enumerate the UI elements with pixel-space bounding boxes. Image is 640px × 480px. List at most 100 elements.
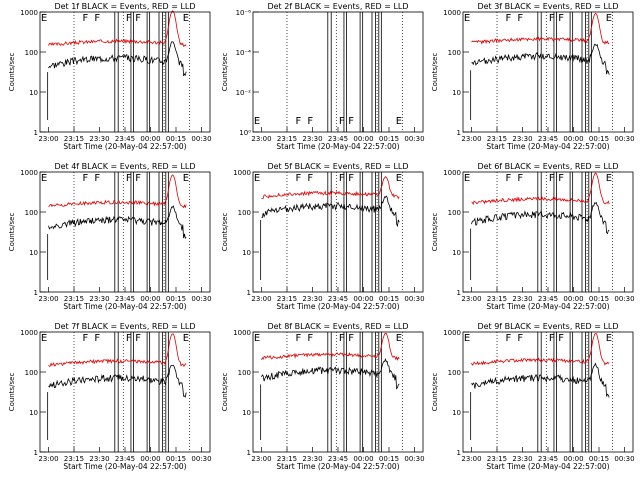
interval-letter: F [94, 173, 100, 184]
plot-frame [252, 11, 424, 133]
x-tick-label: 23:00 [461, 135, 481, 143]
interval-letter: E [254, 116, 260, 127]
plot-frame [252, 331, 424, 453]
y-tick-label: 1 [34, 289, 38, 297]
interval-letter: E [41, 333, 47, 344]
x-tick-label: 23:30 [302, 135, 322, 143]
interval-letter: F [135, 13, 141, 24]
y-tick-label: 1000 [233, 329, 251, 337]
interval-letter: F [549, 333, 555, 344]
y-tick-label: 10 [452, 249, 461, 257]
y-axis-label: Counts/sec [221, 53, 229, 92]
interval-letter: F [94, 13, 100, 24]
x-axis-label: Start Time (20-May-04 22:57:00) [486, 142, 609, 151]
chart-title: Det 8f BLACK = Events, RED = LLD [267, 322, 408, 331]
y-tick-label: 100 [448, 49, 461, 57]
interval-letter: F [339, 173, 345, 184]
y-tick-label: 10 [452, 409, 461, 417]
series-lld-line [471, 172, 610, 206]
y-axis-label: Counts/sec [431, 53, 439, 92]
x-tick-label: 00:30 [404, 455, 424, 463]
x-axis-label: Start Time (20-May-04 22:57:00) [63, 462, 186, 471]
y-tick-label: 1000 [20, 9, 38, 17]
x-tick-label: 23:15 [277, 295, 297, 303]
interval-letter: F [506, 173, 512, 184]
y-tick-label: 1000 [233, 169, 251, 177]
x-tick-label: 23:30 [302, 295, 322, 303]
series-events-line [471, 43, 610, 75]
y-tick-label: 10⁻⁴ [236, 49, 252, 57]
x-tick-label: 23:45 [115, 455, 135, 463]
series-lld-line [471, 333, 610, 366]
series-events-line [48, 41, 187, 77]
y-tick-label: 100 [25, 369, 38, 377]
x-tick-label: 00:00 [140, 135, 160, 143]
plot-frame [462, 331, 634, 453]
interval-letter: F [83, 333, 89, 344]
series-events-line [261, 195, 400, 228]
interval-letter: F [517, 13, 523, 24]
x-tick-label: 23:30 [512, 455, 532, 463]
x-tick-label: 00:30 [614, 135, 634, 143]
interval-letter: F [83, 173, 89, 184]
interval-letter: E [183, 13, 189, 24]
x-tick-label: 23:30 [512, 135, 532, 143]
interval-letter: E [41, 13, 47, 24]
interval-letter: F [307, 173, 313, 184]
y-tick-label: 1 [457, 129, 461, 137]
x-tick-label: 23:45 [328, 455, 348, 463]
x-tick-label: 23:30 [89, 455, 109, 463]
y-tick-label: 1000 [20, 169, 38, 177]
x-tick-label: 00:30 [614, 295, 634, 303]
x-axis-label: Start Time (20-May-04 22:57:00) [486, 302, 609, 311]
x-tick-label: 23:45 [115, 135, 135, 143]
x-axis-label: Start Time (20-May-04 22:57:00) [276, 462, 399, 471]
interval-letter: F [517, 333, 523, 344]
series-events-line [471, 362, 610, 398]
interval-letter: F [339, 116, 345, 127]
x-tick-label: 23:45 [538, 135, 558, 143]
x-tick-label: 23:15 [487, 135, 507, 143]
interval-letter: F [296, 116, 302, 127]
x-tick-label: 00:30 [191, 135, 211, 143]
x-tick-label: 23:45 [115, 295, 135, 303]
interval-letter: F [83, 13, 89, 24]
x-tick-label: 23:15 [64, 455, 84, 463]
y-tick-label: 100 [25, 49, 38, 57]
x-tick-label: 23:00 [251, 455, 271, 463]
plot-frame [39, 171, 211, 293]
interval-letter: E [606, 173, 612, 184]
interval-letter: F [135, 333, 141, 344]
y-tick-label: 100 [25, 209, 38, 217]
x-axis-label: Start Time (20-May-04 22:57:00) [276, 302, 399, 311]
interval-letter: E [254, 173, 260, 184]
x-tick-label: 23:30 [302, 455, 322, 463]
chart-title: Det 9f BLACK = Events, RED = LLD [477, 322, 618, 331]
interval-letter: E [464, 13, 470, 24]
x-tick-label: 23:00 [461, 455, 481, 463]
interval-letter: F [348, 333, 354, 344]
interval-letter: E [464, 333, 470, 344]
interval-letter: F [558, 13, 564, 24]
interval-letter: E [396, 173, 402, 184]
x-axis-label: Start Time (20-May-04 22:57:00) [63, 302, 186, 311]
x-tick-label: 23:45 [328, 135, 348, 143]
series-events-line [48, 205, 187, 239]
chart-title: Det 5f BLACK = Events, RED = LLD [267, 162, 408, 171]
chart-title: Det 3f BLACK = Events, RED = LLD [477, 2, 618, 11]
y-tick-label: 1 [34, 129, 38, 137]
interval-letter: E [41, 173, 47, 184]
y-tick-label: 100 [238, 369, 251, 377]
interval-letter: F [558, 173, 564, 184]
y-tick-label: 100 [448, 369, 461, 377]
y-tick-label: 10 [29, 249, 38, 257]
y-tick-label: 1000 [20, 329, 38, 337]
x-axis-label: Start Time (20-May-04 22:57:00) [486, 462, 609, 471]
